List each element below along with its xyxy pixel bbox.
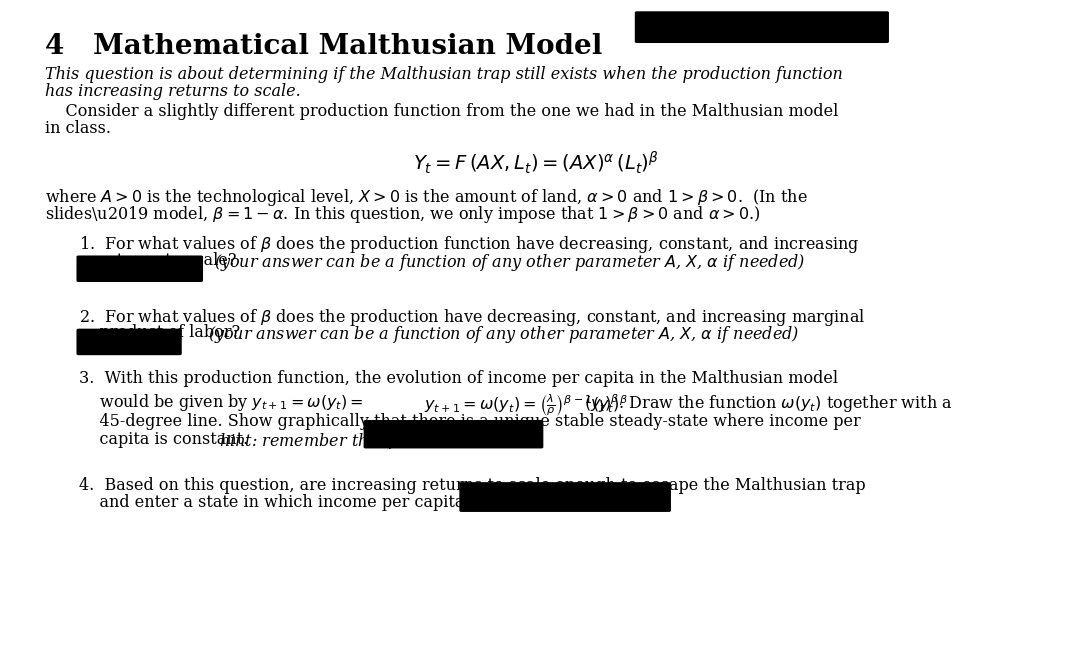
Text: in class.: in class. [44,120,110,137]
Text: 4   Mathematical Malthusian Model: 4 Mathematical Malthusian Model [44,33,602,60]
Text: has increasing returns to scale.: has increasing returns to scale. [44,83,300,100]
Text: product of labor?: product of labor? [79,324,249,341]
Text: 4.  Based on this question, are increasing returns to scale enough to escape the: 4. Based on this question, are increasin… [79,477,865,494]
Text: would be given by $y_{t+1} = \omega(y_t) = $: would be given by $y_{t+1} = \omega(y_t)… [79,392,363,413]
Text: and enter a state in which income per capita keeps growing?: and enter a state in which income per ca… [79,495,597,512]
Text: This question is about determining if the Malthusian trap still exists when the : This question is about determining if th… [44,66,842,83]
FancyBboxPatch shape [77,329,181,355]
Text: hint: remember that $\beta < 1$.: hint: remember that $\beta < 1$. [219,431,434,451]
FancyBboxPatch shape [364,420,543,449]
Text: capita is constant.: capita is constant. [79,431,258,448]
Text: (your answer can be a function of any other parameter $A$, $X$, $\alpha$ if need: (your answer can be a function of any ot… [208,324,800,345]
Text: slides\u2019 model, $\beta = 1 - \alpha$. In this question, we only impose that : slides\u2019 model, $\beta = 1 - \alpha$… [44,204,760,225]
Text: $Y_t = F\,(AX, L_t) = (AX)^{\alpha}\,(L_t)^{\beta}$: $Y_t = F\,(AX, L_t) = (AX)^{\alpha}\,(L_… [413,150,659,176]
FancyBboxPatch shape [635,11,889,43]
Text: 45-degree line. Show graphically that there is a unique stable steady-state wher: 45-degree line. Show graphically that th… [79,413,861,430]
FancyBboxPatch shape [459,482,671,512]
Text: $y_{t+1} = \omega(y_t) = \left(\frac{\lambda}{\rho}\right)^{\beta-1}(y_t)^{\beta: $y_{t+1} = \omega(y_t) = \left(\frac{\la… [424,392,629,418]
Text: 3.  With this production function, the evolution of income per capita in the Mal: 3. With this production function, the ev… [79,370,838,387]
Text: returns to scale?: returns to scale? [79,251,246,268]
Text: where $A > 0$ is the technological level, $X > 0$ is the amount of land, $\alpha: where $A > 0$ is the technological level… [44,187,807,208]
Text: Consider a slightly different production function from the one we had in the Mal: Consider a slightly different production… [44,102,838,119]
Text: 2.  For what values of $\beta$ does the production have decreasing, constant, an: 2. For what values of $\beta$ does the p… [79,306,865,327]
Text: 1.  For what values of $\beta$ does the production function have decreasing, con: 1. For what values of $\beta$ does the p… [79,234,860,255]
Text: (your answer can be a function of any other parameter $A$, $X$, $\alpha$ if need: (your answer can be a function of any ot… [214,251,805,273]
Text: $(y_t)^{\beta}$. Draw the function $\omega(y_t)$ together with a: $(y_t)^{\beta}$. Draw the function $\ome… [584,392,953,415]
FancyBboxPatch shape [77,255,203,282]
